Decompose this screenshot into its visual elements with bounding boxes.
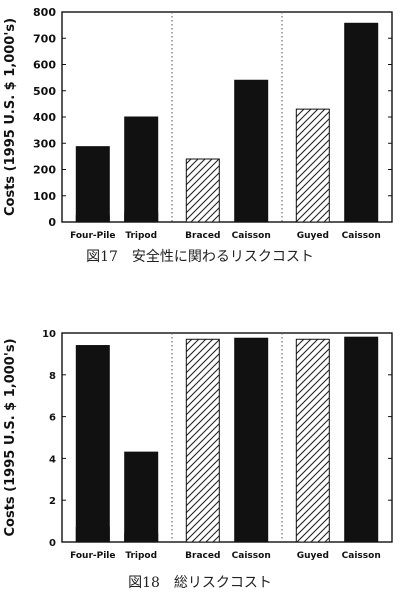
x-category-label: Guyed xyxy=(297,551,329,561)
bar xyxy=(75,345,110,543)
bar xyxy=(185,158,220,223)
bar xyxy=(295,338,330,543)
y-tick-label: 2 xyxy=(49,496,56,507)
figure-caption: 図18 総リスクコスト xyxy=(128,575,272,591)
x-category-label: Guyed xyxy=(297,231,329,241)
x-category-label: Four-Pile xyxy=(70,231,115,241)
y-tick-label: 700 xyxy=(33,32,56,45)
plot-frame xyxy=(61,332,393,543)
plot-frame xyxy=(61,11,393,223)
bar xyxy=(75,146,110,223)
x-category-label: Braced xyxy=(185,551,220,561)
y-tick-label: 10 xyxy=(42,329,56,340)
y-tick-label: 600 xyxy=(33,59,56,72)
bar xyxy=(185,338,220,543)
x-category-label: Tripod xyxy=(125,231,157,241)
total-risk-cost-chart: 0 2 4 6 8 10 Costs (1995 U.S. $ 1,000's) Four-P… xyxy=(3,329,393,561)
y-tick-label: 6 xyxy=(49,413,56,424)
y-tick-label: 4 xyxy=(49,454,56,465)
x-category-label: Caisson xyxy=(342,551,381,561)
y-tick-label: 800 xyxy=(33,6,56,19)
y-tick-label: 0 xyxy=(48,216,56,229)
x-category-label: Caisson xyxy=(232,551,271,561)
figure-18: 0 2 4 6 8 10 Costs (1995 U.S. $ 1,000's) Four-P… xyxy=(0,300,400,596)
y-tick-label: 300 xyxy=(33,137,56,150)
x-category-label: Tripod xyxy=(125,551,157,561)
y-tick-label: 8 xyxy=(49,371,56,382)
bar xyxy=(344,336,379,543)
y-tick-label: 0 xyxy=(49,538,56,549)
x-category-label: Four-Pile xyxy=(70,551,115,561)
x-category-label: Braced xyxy=(185,231,220,241)
figure-17: 0 100 200 300 400 500 600 700 800 Costs (1995 U.S… xyxy=(0,0,400,290)
y-tick-label: 200 xyxy=(33,164,56,177)
x-category-label: Caisson xyxy=(342,231,381,241)
bar xyxy=(124,116,159,223)
y-tick-label: 400 xyxy=(33,111,56,124)
bar xyxy=(234,337,269,543)
y-tick-label: 100 xyxy=(33,190,56,203)
y-axis-label: Costs (1995 U.S. $ 1,000's) xyxy=(3,338,18,536)
bar xyxy=(295,108,330,223)
y-axis-label: Costs (1995 U.S. $ 1,000's) xyxy=(3,18,18,216)
y-tick-label: 500 xyxy=(33,85,56,98)
bar xyxy=(234,79,269,223)
bar xyxy=(124,451,159,543)
figure-caption: 図17 安全性に関わるリスクコスト xyxy=(86,249,314,265)
x-category-label: Caisson xyxy=(232,231,271,241)
risk-cost-chart: 0 100 200 300 400 500 600 700 800 Costs (1995 U.S… xyxy=(3,6,393,241)
bar xyxy=(344,22,379,223)
